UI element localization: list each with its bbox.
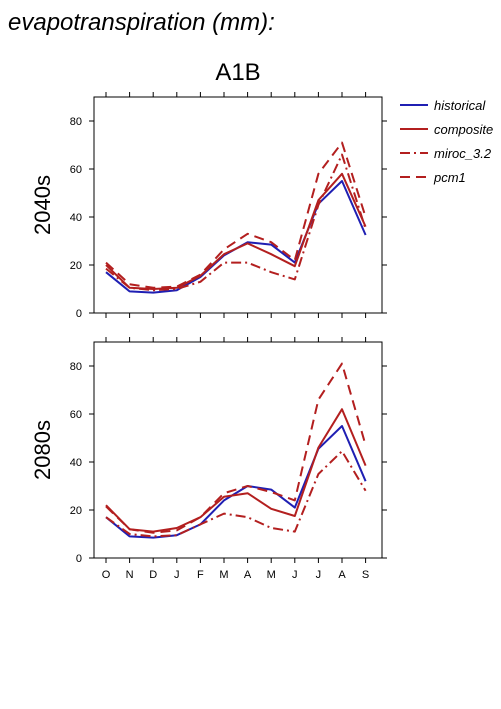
x-tick-label: M bbox=[267, 569, 276, 581]
x-tick-label: J bbox=[292, 569, 298, 581]
y-tick-label: 80 bbox=[70, 361, 82, 373]
x-tick-label: A bbox=[338, 569, 346, 581]
y-tick-label: 0 bbox=[76, 308, 82, 320]
legend-item: miroc_3.2 bbox=[400, 146, 492, 161]
legend-item: historical bbox=[400, 98, 486, 113]
panel-2080s: 0 20 40 60 80 O N D J F M A M J J A S 2080s bbox=[30, 337, 387, 581]
y-tick-label: 60 bbox=[70, 164, 82, 176]
x-tick-label: O bbox=[102, 569, 111, 581]
x-tick-label: J bbox=[316, 569, 322, 581]
x-tick-label: F bbox=[197, 569, 204, 581]
x-tick-label: J bbox=[174, 569, 180, 581]
legend-item: pcm1 bbox=[400, 170, 466, 185]
legend-label: pcm1 bbox=[433, 170, 466, 185]
legend-label: miroc_3.2 bbox=[434, 146, 492, 161]
series-line-pcm1 bbox=[105, 141, 367, 289]
y-tick-label: 20 bbox=[70, 505, 82, 517]
series-line-miroc_3.2 bbox=[105, 153, 367, 292]
panels: 0 20 40 60 80 2040s 0 20 40 60 80 O N D J F M A M J J A S 2080s bbox=[30, 92, 387, 581]
legend: historical composite miroc_3.2 pcm1 bbox=[400, 98, 493, 185]
x-tick-label: N bbox=[126, 569, 134, 581]
plot-frame bbox=[93, 96, 383, 314]
scenario-title: A1B bbox=[215, 59, 260, 86]
x-tick-label: S bbox=[362, 569, 369, 581]
series-line-pcm1 bbox=[105, 362, 367, 534]
y-tick-label: 60 bbox=[70, 409, 82, 421]
series-line-composite bbox=[105, 172, 367, 290]
y-tick-label: 20 bbox=[70, 260, 82, 272]
x-tick-label: M bbox=[219, 569, 228, 581]
plot-frame bbox=[93, 341, 383, 559]
panel-2040s: 0 20 40 60 80 2040s bbox=[30, 92, 387, 320]
figure-title: evapotranspiration (mm): bbox=[8, 9, 275, 36]
y-tick-label: 40 bbox=[70, 457, 82, 469]
panel-title: 2080s bbox=[30, 420, 55, 480]
series-line-composite bbox=[105, 408, 367, 533]
series-line-historical bbox=[105, 425, 367, 539]
panel-title: 2040s bbox=[30, 175, 55, 235]
y-tick-label: 0 bbox=[76, 553, 82, 565]
x-tick-label: A bbox=[244, 569, 252, 581]
series-line-historical bbox=[105, 180, 367, 294]
y-tick-label: 80 bbox=[70, 116, 82, 128]
legend-label: composite bbox=[434, 122, 493, 137]
series-line-miroc_3.2 bbox=[105, 450, 367, 538]
legend-item: composite bbox=[400, 122, 493, 137]
x-tick-label: D bbox=[149, 569, 157, 581]
y-tick-label: 40 bbox=[70, 212, 82, 224]
legend-label: historical bbox=[434, 98, 486, 113]
